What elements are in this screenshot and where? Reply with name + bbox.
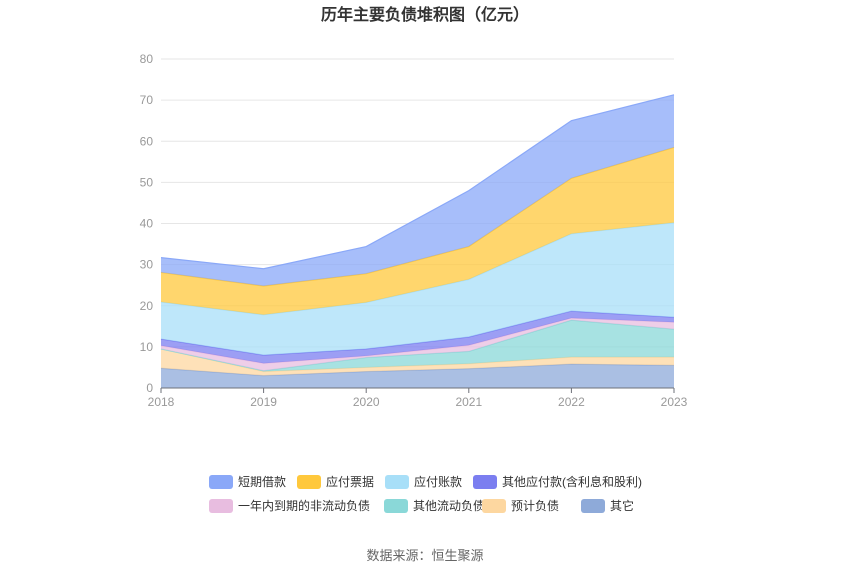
legend-item[interactable]: 一年内到期的非流动负债 xyxy=(209,498,370,513)
source-note: 数据来源：恒生聚源 xyxy=(366,548,483,563)
legend-item[interactable]: 其他流动负债 xyxy=(384,499,485,513)
legend-item[interactable]: 应付账款 xyxy=(385,474,462,489)
series-area xyxy=(161,348,674,376)
x-tick-label: 2022 xyxy=(558,395,585,409)
series-area xyxy=(161,147,674,315)
series-area xyxy=(161,320,674,372)
legend-label: 应付票据 xyxy=(326,474,374,489)
chart-title: 历年主要负债堆积图（亿元） xyxy=(321,5,529,24)
legend-item[interactable]: 预计负债 xyxy=(482,499,559,513)
y-tick-label: 20 xyxy=(140,299,154,313)
series-area xyxy=(161,318,674,371)
legend-label: 其他应付款(含利息和股利) xyxy=(502,474,642,489)
plot-area xyxy=(160,94,675,388)
y-tick-label: 40 xyxy=(140,217,154,231)
legend-swatch xyxy=(209,499,233,513)
x-tick-label: 2018 xyxy=(148,395,175,409)
legend-swatch xyxy=(384,499,408,513)
y-tick-label: 60 xyxy=(140,134,154,148)
y-tick-label: 80 xyxy=(140,52,154,66)
legend-swatch xyxy=(209,475,233,489)
y-tick-label: 70 xyxy=(140,93,154,107)
series-area xyxy=(161,311,674,364)
legend-label: 其他流动负债 xyxy=(413,499,485,513)
legend-swatch xyxy=(482,499,506,513)
legend-swatch xyxy=(473,475,497,489)
y-tick-label: 0 xyxy=(146,381,153,395)
x-tick-label: 2019 xyxy=(250,395,277,409)
y-tick-label: 10 xyxy=(140,340,154,354)
legend-label: 一年内到期的非流动负债 xyxy=(238,498,370,513)
axes: 0 10 20 30 40 50 60 70 80 2018 2019 2020 2021 2022 202… xyxy=(140,52,688,409)
legend-item[interactable]: 其他应付款(含利息和股利) xyxy=(473,474,642,489)
legend-label: 短期借款 xyxy=(238,475,286,489)
x-tick-label: 2023 xyxy=(661,395,688,409)
legend-item[interactable]: 其它 xyxy=(581,498,634,513)
series-area xyxy=(161,364,674,388)
legend-label: 其它 xyxy=(610,498,634,513)
legend-item[interactable]: 短期借款 xyxy=(209,475,286,489)
y-tick-label: 50 xyxy=(140,175,154,189)
legend-swatch xyxy=(581,499,605,513)
legend-label: 应付账款 xyxy=(414,474,462,489)
legend-item[interactable]: 应付票据 xyxy=(297,474,374,489)
legend[interactable]: 短期借款 应付票据 应付账款 其他应付款(含利息和股利) 一年内到期的非流动负债 其他流动… xyxy=(209,474,642,513)
series-area xyxy=(161,222,674,356)
legend-label: 预计负债 xyxy=(511,499,559,513)
series-line xyxy=(160,94,675,270)
legend-swatch xyxy=(297,475,321,489)
x-tick-label: 2020 xyxy=(353,395,380,409)
y-tick-label: 30 xyxy=(140,258,154,272)
legend-swatch xyxy=(385,475,409,489)
x-tick-label: 2021 xyxy=(455,395,482,409)
series-area xyxy=(161,94,674,287)
